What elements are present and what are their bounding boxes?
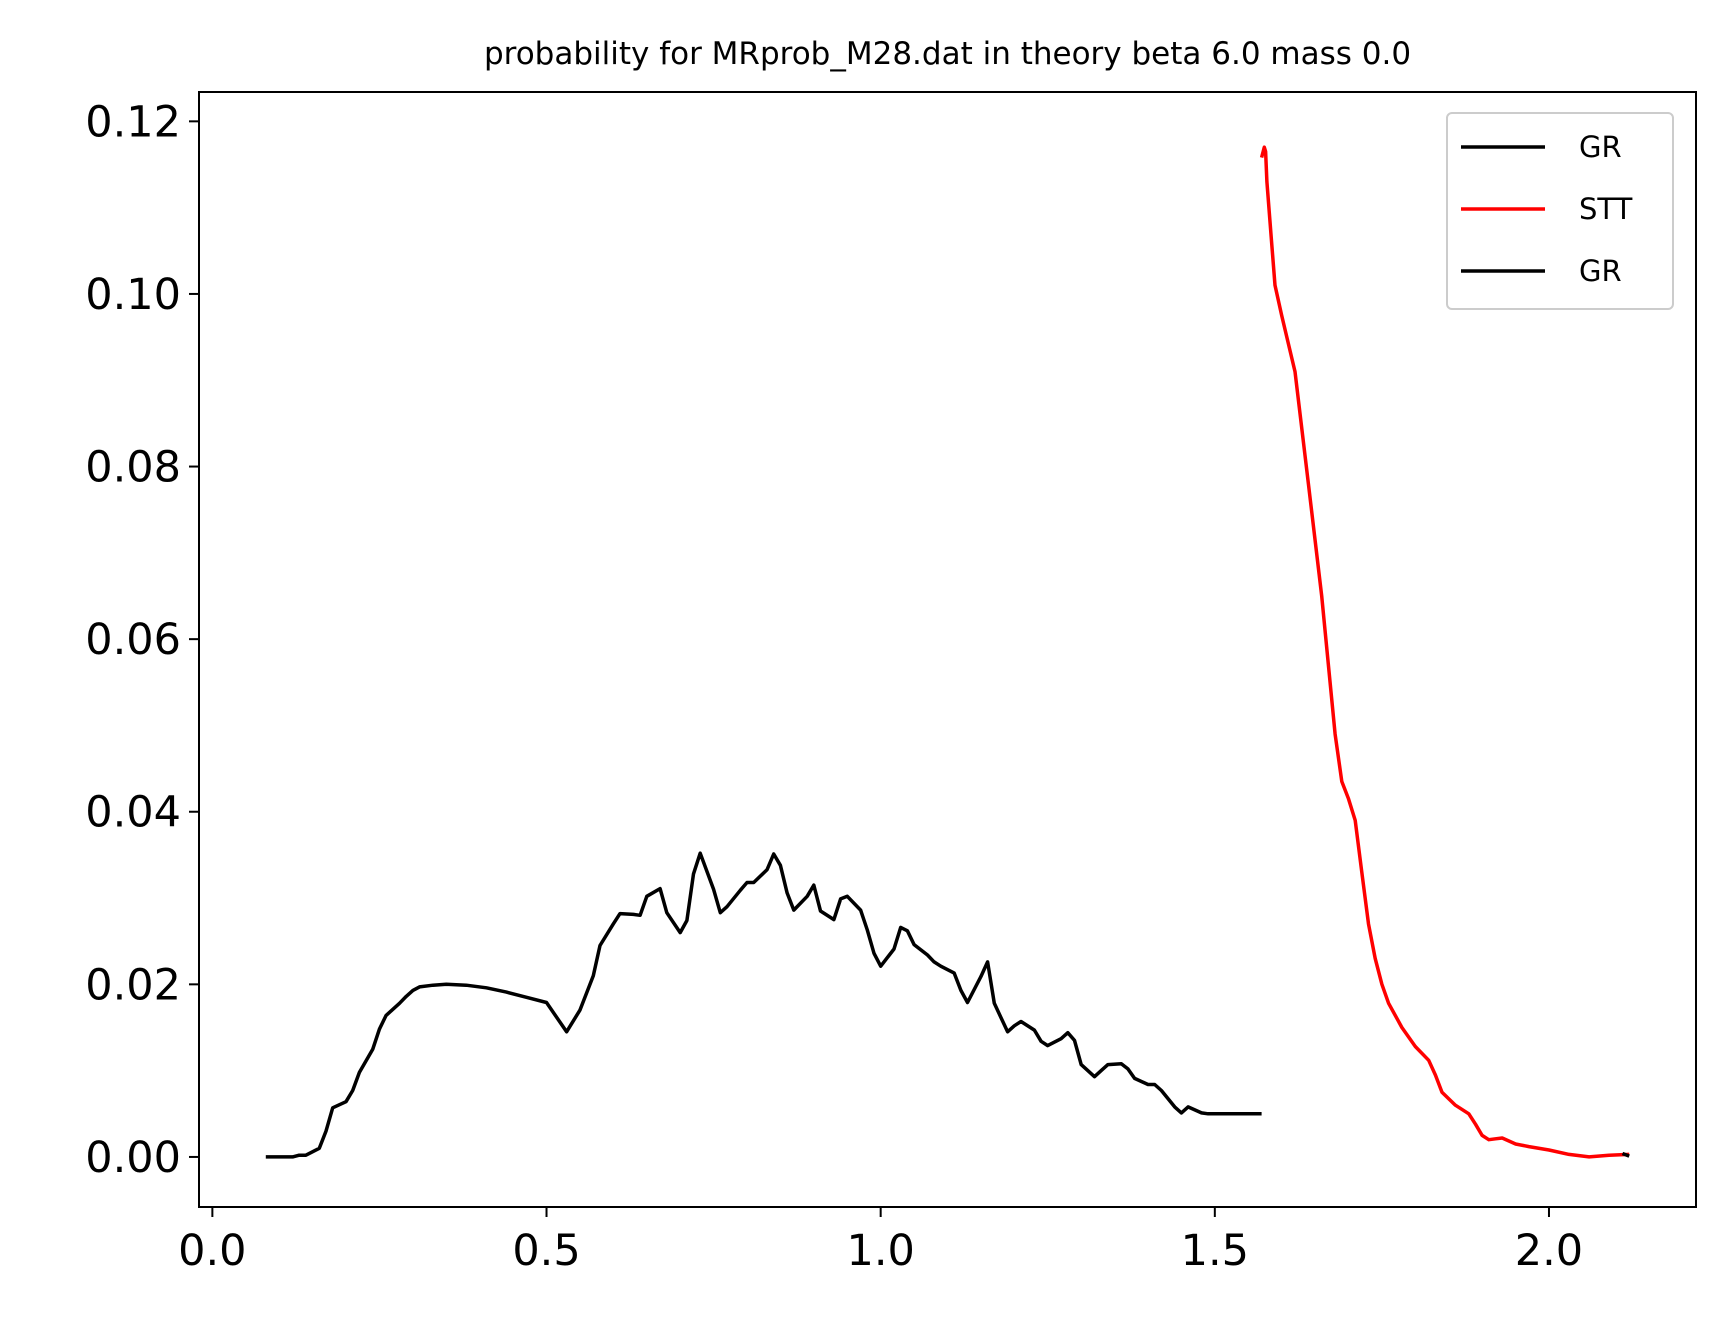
x-tick-label: 2.0 [1515,1226,1583,1276]
y-tick-label: 0.06 [85,615,181,665]
x-tick-label: 0.0 [178,1226,246,1276]
legend-label: GR [1579,130,1622,164]
x-tick-label: 0.5 [512,1226,580,1276]
legend: GR STT GR [1446,112,1674,310]
series-line-3-gr [1621,1151,1630,1158]
series-line-1-gr [265,851,1262,1159]
series-layer [265,145,1630,1159]
chart-title: probability for MRprob_M28.dat in theory… [484,36,1411,72]
legend-label: GR [1579,254,1622,288]
y-tick-label: 0.02 [85,960,181,1010]
y-tick-label: 0.08 [85,443,181,493]
y-tick-label: 0.04 [85,788,181,838]
x-tick-label: 1.5 [1181,1226,1249,1276]
axes-frame [198,91,1697,1208]
y-tick-label: 0.00 [85,1133,181,1183]
legend-label: STT [1579,192,1633,226]
y-tick-label: 0.12 [85,97,181,147]
x-axis: 0.0 0.5 1.0 1.5 2.0 [178,1207,1583,1276]
y-tick-label: 0.10 [85,270,181,320]
x-tick-label: 1.0 [846,1226,914,1276]
series-line-2-stt [1259,145,1630,1159]
plot-area [198,91,1697,1208]
legend-box [1446,112,1674,310]
y-axis: 0.00 0.02 0.04 0.06 0.08 0.10 0.12 [85,97,199,1183]
